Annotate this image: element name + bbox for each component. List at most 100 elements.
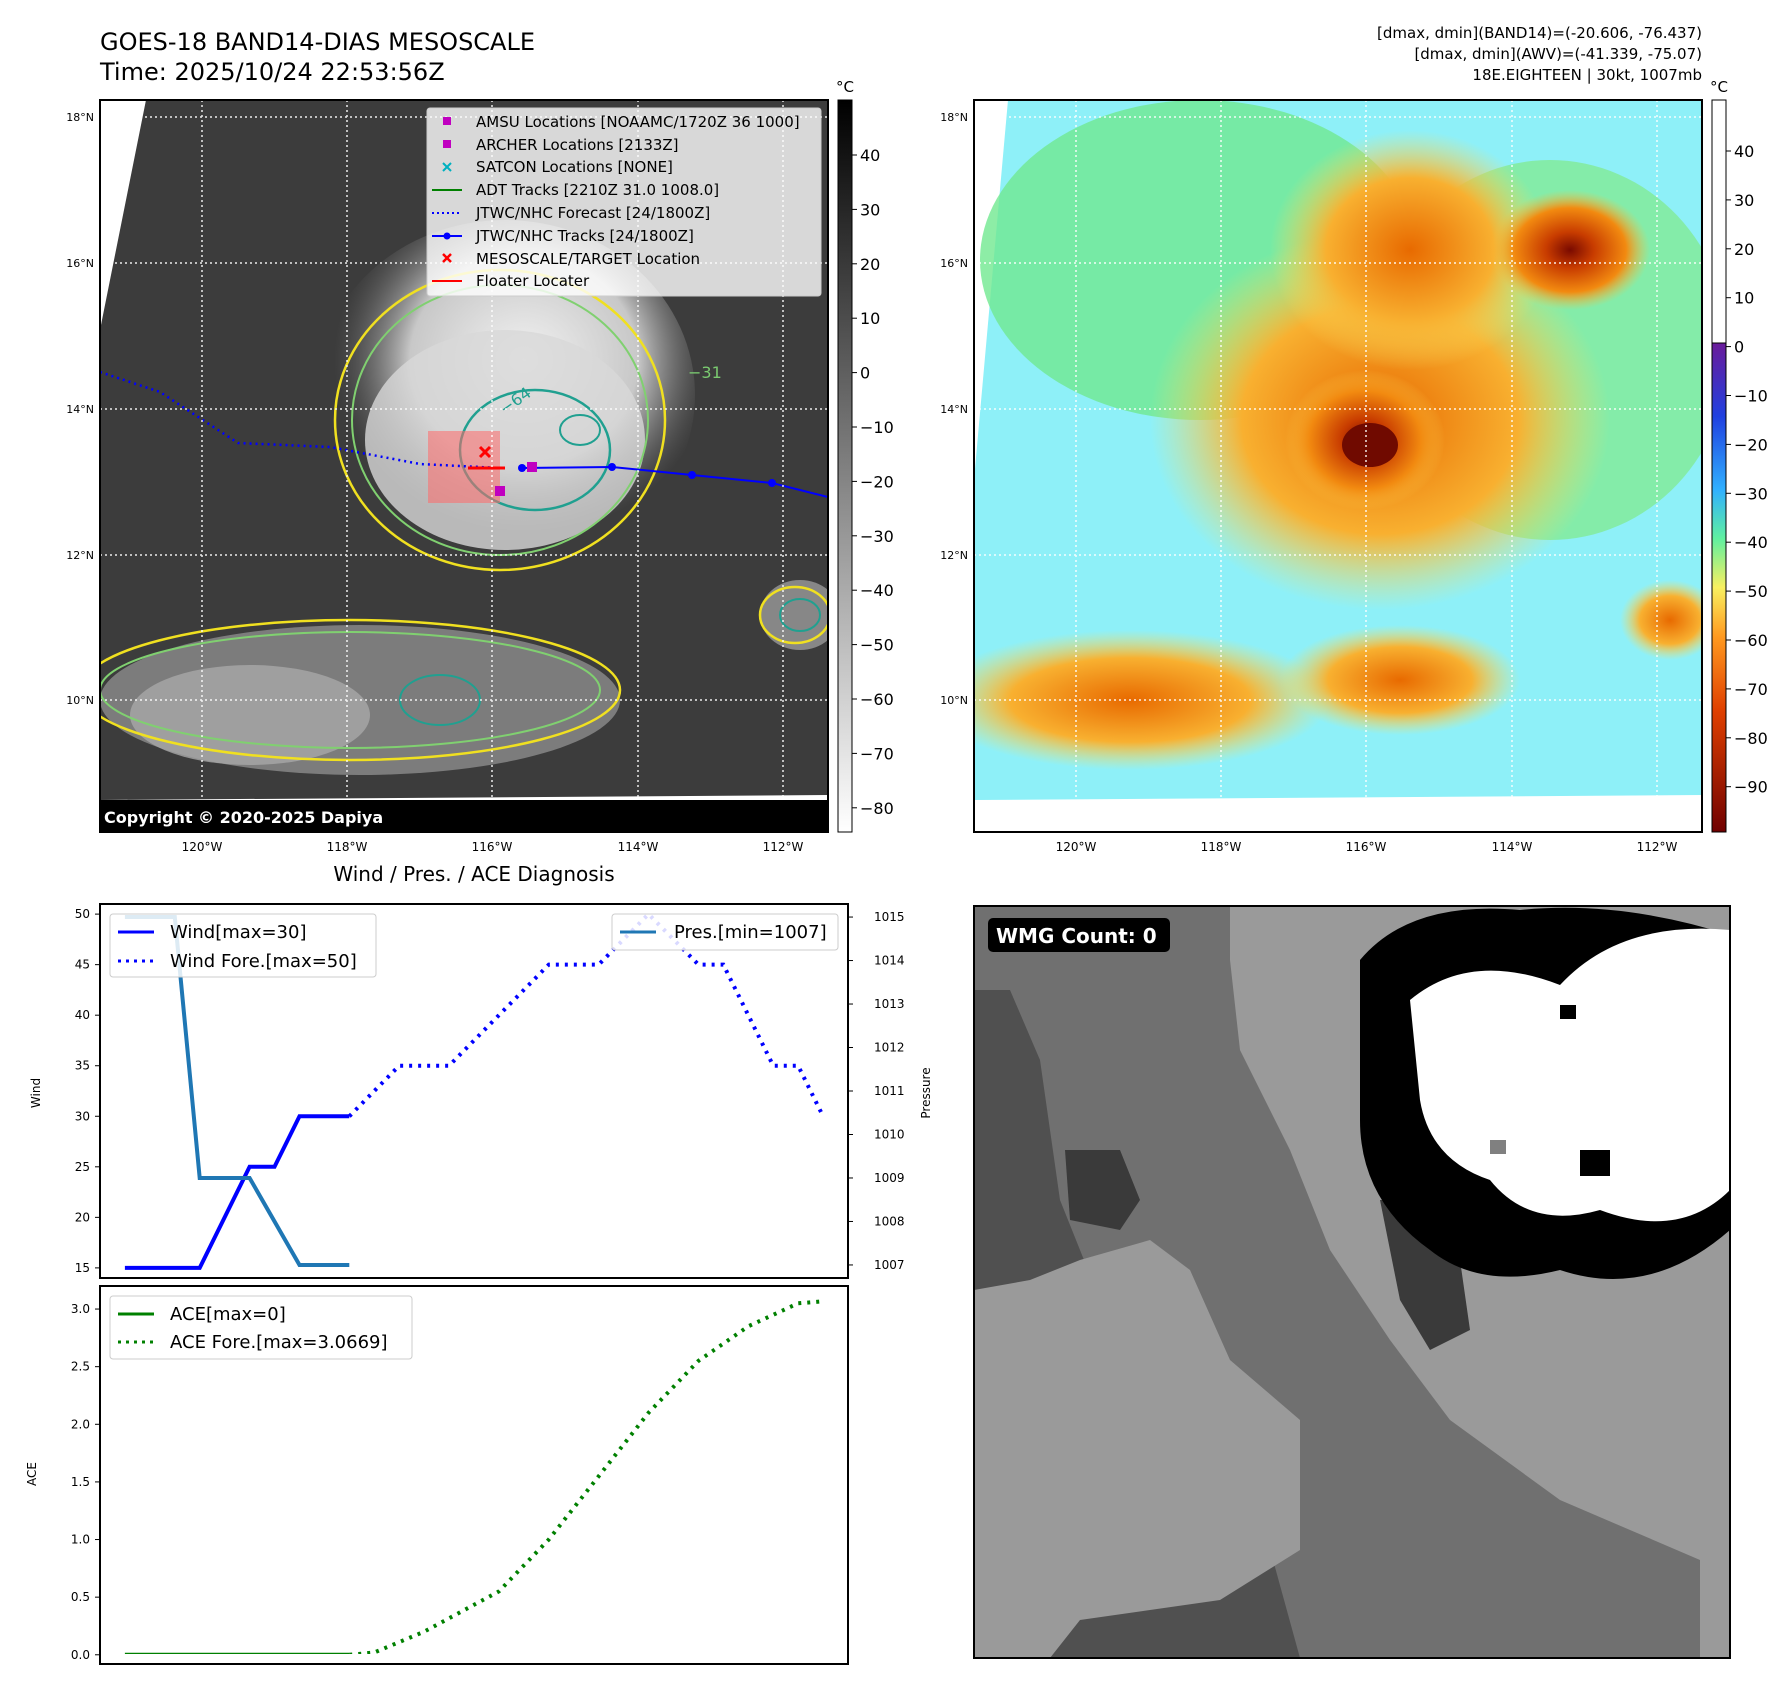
wmg-panel: WMG Count: 0 bbox=[973, 905, 1731, 1659]
legend-ace-label: ACE[max=0] bbox=[170, 1304, 286, 1325]
wind-tick-label: 45 bbox=[75, 958, 90, 972]
ir-lat-label: 12°N bbox=[66, 549, 94, 562]
pressure-axis-label: Pressure bbox=[919, 1067, 933, 1118]
ir-lat-label: 16°N bbox=[66, 257, 94, 270]
copyright-text: Copyright © 2020-2025 Dapiya bbox=[104, 808, 383, 827]
wind-tick-label: 35 bbox=[75, 1059, 90, 1073]
ir-colorbar-tick-label: 0 bbox=[860, 364, 870, 383]
ir-colorbar-tick-label: −20 bbox=[860, 472, 894, 491]
wind-legend: Wind[max=30] Wind Fore.[max=50] bbox=[109, 913, 377, 978]
legend-wind-forecast-label: Wind Fore.[max=50] bbox=[170, 951, 357, 972]
ir-lat-labels: 18°N 16°N 14°N 12°N 10°N bbox=[66, 111, 94, 707]
ace-tick-label: 2.5 bbox=[71, 1360, 90, 1374]
pressure-tick-label: 1010 bbox=[874, 1127, 905, 1141]
legend-satcon-label: SATCON Locations [NONE] bbox=[476, 158, 673, 176]
awv-colorbar-tick-label: −90 bbox=[1734, 778, 1768, 797]
awv-panel bbox=[973, 99, 1703, 833]
ace-tick-label: 1.0 bbox=[71, 1533, 90, 1547]
awv-lon-label: 120°W bbox=[1056, 840, 1097, 854]
legend-target-icon bbox=[442, 253, 452, 263]
awv-colorbar-tick-label: −50 bbox=[1734, 582, 1768, 601]
ir-colorbar-tick-label: −40 bbox=[860, 581, 894, 600]
diagnosis-title: Wind / Pres. / ACE Diagnosis bbox=[333, 862, 614, 886]
ir-lon-label: 116°W bbox=[472, 840, 513, 854]
wind-tick-label: 15 bbox=[75, 1261, 90, 1275]
pressure-tick-label: 1008 bbox=[874, 1214, 905, 1228]
ir-lat-label: 18°N bbox=[66, 111, 94, 124]
ir-lon-label: 112°W bbox=[763, 840, 804, 854]
legend-adt-label: ADT Tracks [2210Z 31.0 1008.0] bbox=[476, 181, 719, 199]
ir-colorbar-tick-label: −60 bbox=[860, 690, 894, 709]
ir-colorbar-tick-label: −80 bbox=[860, 799, 894, 818]
archer-marker bbox=[495, 486, 505, 496]
info-band14: [dmax, dmin](BAND14)=(-20.606, -76.437) bbox=[1377, 24, 1702, 42]
pressure-tick-label: 1015 bbox=[874, 910, 905, 924]
awv-lat-label: 16°N bbox=[940, 257, 968, 270]
ace-tick-label: 0.0 bbox=[71, 1648, 90, 1662]
info-storm: 18E.EIGHTEEN | 30kt, 1007mb bbox=[1472, 66, 1702, 84]
awv-colorbar-tick-label: 20 bbox=[1734, 240, 1754, 259]
awv-lon-label: 114°W bbox=[1492, 840, 1533, 854]
wind-axis-label: Wind bbox=[29, 1078, 43, 1108]
legend-archer-label: ARCHER Locations [2133Z] bbox=[476, 136, 679, 154]
ir-colorbar-tick-label: −70 bbox=[860, 744, 894, 763]
awv-colorbar-tick-label: −70 bbox=[1734, 680, 1768, 699]
wind-tick-label: 40 bbox=[75, 1008, 90, 1022]
awv-lat-label: 18°N bbox=[940, 111, 968, 124]
amsu-marker bbox=[527, 462, 537, 472]
legend-amsu-icon bbox=[443, 117, 451, 125]
ir-lon-labels: 120°W 118°W 116°W 114°W 112°W bbox=[182, 840, 804, 854]
pressure-legend: Pres.[min=1007] bbox=[611, 913, 839, 951]
legend-amsu-label: AMSU Locations [NOAAMC/1720Z 36 1000] bbox=[476, 113, 800, 131]
legend-floater-label: Floater Locater bbox=[476, 272, 590, 290]
awv-colorbar-unit: °C bbox=[1710, 78, 1728, 96]
pressure-tick-label: 1007 bbox=[874, 1258, 905, 1272]
pressure-tick-label: 1014 bbox=[874, 954, 905, 968]
awv-colorbar-tick-label: −30 bbox=[1734, 484, 1768, 503]
ir-lon-label: 118°W bbox=[327, 840, 368, 854]
figure-title: GOES-18 BAND14-DIAS MESOSCALE bbox=[100, 28, 535, 56]
ir-lon-label: 114°W bbox=[618, 840, 659, 854]
legend-tracks-label: JTWC/NHC Tracks [24/1800Z] bbox=[475, 227, 694, 245]
awv-colorbar-tick-label: 40 bbox=[1734, 142, 1754, 161]
ir-colorbar-unit: °C bbox=[836, 78, 854, 96]
awv-lat-label: 12°N bbox=[940, 549, 968, 562]
awv-colorbar-tick-label: −60 bbox=[1734, 631, 1768, 650]
ir-lon-label: 120°W bbox=[182, 840, 223, 854]
wind-tick-label: 20 bbox=[75, 1210, 90, 1224]
awv-lon-label: 112°W bbox=[1637, 840, 1678, 854]
awv-lat-label: 14°N bbox=[940, 403, 968, 416]
ace-tick-label: 1.5 bbox=[71, 1475, 90, 1489]
ir-colorbar-tick-label: 30 bbox=[860, 200, 880, 219]
awv-colorbar-tick-label: 30 bbox=[1734, 191, 1754, 210]
wind-tick-label: 25 bbox=[75, 1160, 90, 1174]
awv-colorbar-tick-label: 0 bbox=[1734, 338, 1744, 357]
ace-tick-label: 0.5 bbox=[71, 1590, 90, 1604]
ir-colorbar-tick-label: −50 bbox=[860, 636, 894, 655]
legend-pressure-label: Pres.[min=1007] bbox=[674, 922, 827, 943]
wind-tick-label: 30 bbox=[75, 1109, 90, 1123]
figure-time: Time: 2025/10/24 22:53:56Z bbox=[99, 58, 445, 86]
awv-lat-label: 10°N bbox=[940, 694, 968, 707]
legend-ace-forecast-label: ACE Fore.[max=3.0669] bbox=[170, 1332, 388, 1353]
ir-colorbar-tick-label: −10 bbox=[860, 418, 894, 437]
pressure-tick-label: 1012 bbox=[874, 1041, 905, 1055]
ir-colorbar-tick-label: 40 bbox=[860, 146, 880, 165]
ir-lat-label: 14°N bbox=[66, 403, 94, 416]
legend-satcon-icon bbox=[442, 162, 452, 172]
wmg-count-badge bbox=[988, 918, 1170, 952]
ace-chart: 0.0 0.5 1.0 1.5 2.0 2.5 3.0 ACE ACE[max=0] ACE… bbox=[25, 1285, 849, 1665]
awv-colorbar-tick-label: −20 bbox=[1734, 435, 1768, 454]
pressure-tick-label: 1011 bbox=[874, 1084, 905, 1098]
legend-target-label: MESOSCALE/TARGET Location bbox=[476, 250, 700, 268]
awv-lon-label: 118°W bbox=[1201, 840, 1242, 854]
ace-axis-label: ACE bbox=[25, 1462, 39, 1486]
target-marker bbox=[478, 445, 492, 459]
legend-archer-icon bbox=[443, 140, 451, 148]
ir-colorbar: °C 40 30 20 10 0 −10 −20 −30 −40 −50 −60 −70 −80 bbox=[836, 78, 894, 833]
awv-colorbar-tick-label: −40 bbox=[1734, 533, 1768, 552]
wind-pres-chart: 15 20 25 30 35 40 45 50 1007 1008 1009 1010 1011 101… bbox=[29, 903, 933, 1279]
info-awv: [dmax, dmin](AWV)=(-41.339, -75.07) bbox=[1414, 45, 1702, 63]
wmg-count-label: WMG Count: 0 bbox=[996, 924, 1157, 948]
